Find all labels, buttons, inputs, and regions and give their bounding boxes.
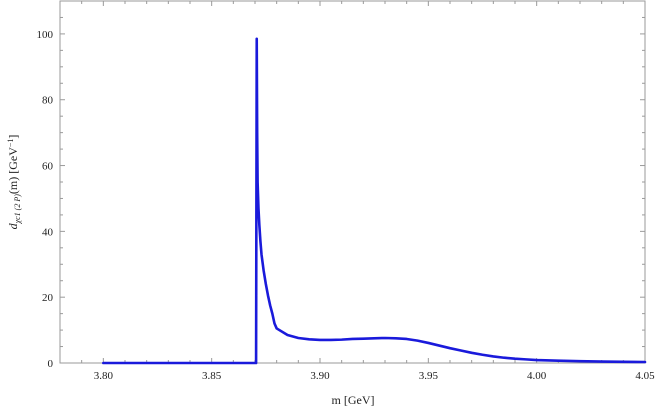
x-tick-label: 3.90 — [310, 370, 330, 382]
x-tick-label: 3.95 — [419, 370, 439, 382]
y-tick-label: 80 — [42, 95, 54, 107]
y-axis-title-sub: χc1 (2 P) — [13, 194, 22, 225]
x-tick-label: 4.05 — [635, 370, 655, 382]
y-axis-title-rest: (m) [GeV — [6, 147, 20, 194]
x-tick-label: 3.80 — [94, 370, 114, 382]
y-tick-label: 0 — [48, 358, 54, 370]
x-axis-title: m [GeV] — [332, 393, 375, 407]
y-axis-title-sup: −1 — [6, 139, 15, 148]
y-tick-label: 40 — [42, 226, 54, 238]
x-tick-label: 4.00 — [527, 370, 547, 382]
series-line — [102, 37, 647, 365]
y-tick-label: 100 — [37, 29, 54, 41]
y-axis-title-base: d — [6, 222, 20, 229]
tick-labels-layer: 3.80 3.85 3.90 3.95 4.00 4.05 0 20 40 60 80 100 — [37, 29, 656, 382]
y-axis-title-close: ] — [6, 135, 20, 139]
y-axis-title: dχc1 (2 P)(m) [GeV−1] — [6, 135, 22, 230]
plot-frame — [59, 0, 646, 364]
ticks-layer — [59, 0, 646, 364]
y-tick-label: 20 — [42, 292, 54, 304]
y-tick-label: 60 — [42, 161, 54, 173]
x-tick-label: 3.85 — [202, 370, 222, 382]
